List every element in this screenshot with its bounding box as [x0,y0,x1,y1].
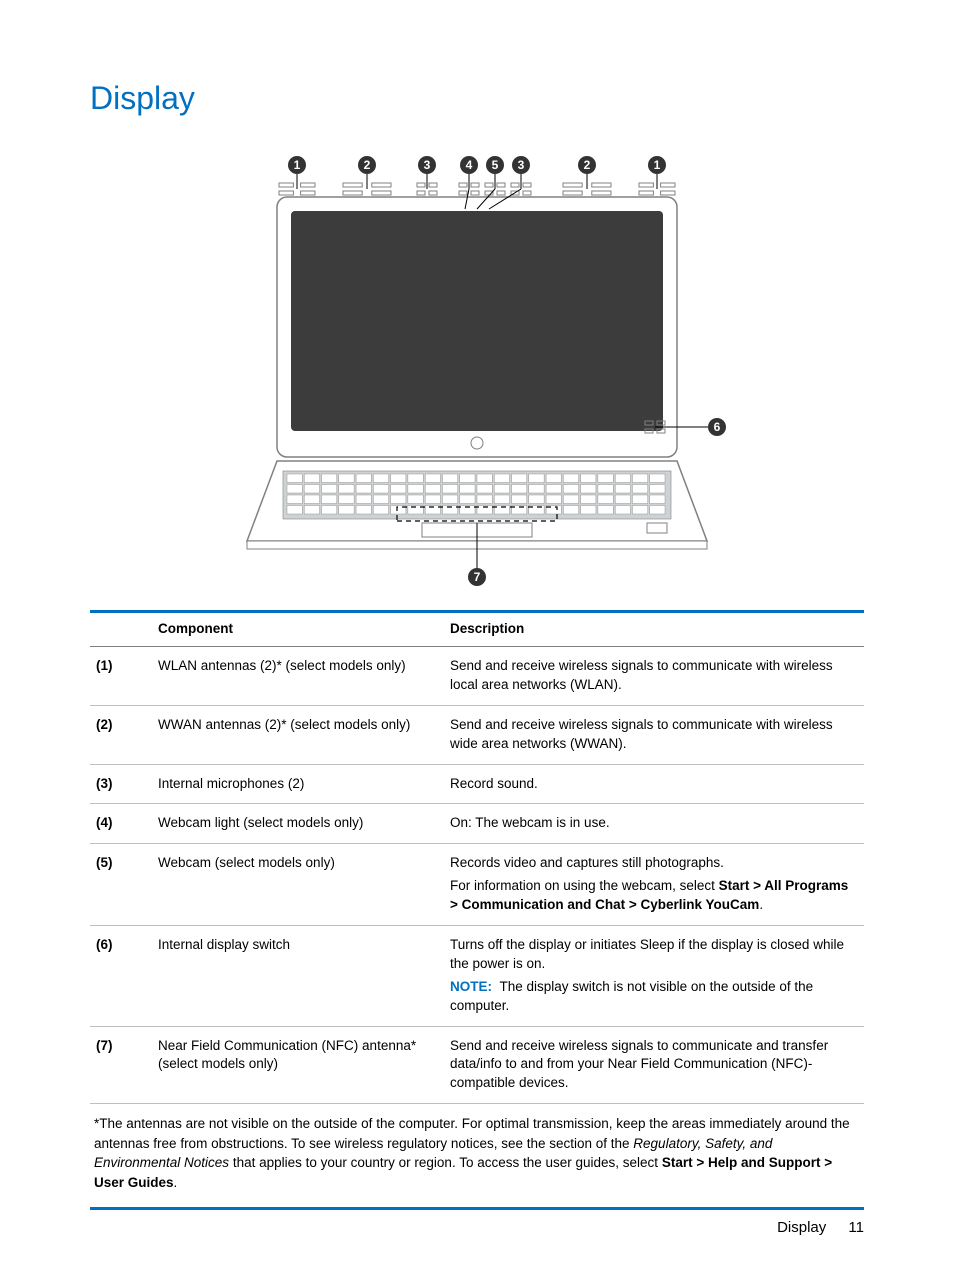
svg-text:4: 4 [466,158,473,172]
table-footnote: *The antennas are not visible on the out… [90,1104,864,1209]
table-row: (6)Internal display switchTurns off the … [90,926,864,976]
row-index [90,976,152,1026]
row-description: Send and receive wireless signals to com… [444,647,864,706]
row-description: Record sound. [444,764,864,804]
row-component: Webcam light (select models only) [152,804,444,844]
row-component: Internal display switch [152,926,444,976]
svg-text:3: 3 [424,158,431,172]
row-component: Webcam (select models only) [152,844,444,875]
svg-text:5: 5 [492,158,499,172]
row-description: Records video and captures still photogr… [444,844,864,875]
components-table: Component Description (1)WLAN antennas (… [90,610,864,1104]
row-component [152,875,444,925]
row-description: On: The webcam is in use. [444,804,864,844]
row-component: WLAN antennas (2)* (select models only) [152,647,444,706]
row-index: (3) [90,764,152,804]
table-row: (2)WWAN antennas (2)* (select models onl… [90,705,864,764]
row-description: For information on using the webcam, sel… [444,875,864,925]
row-index: (7) [90,1026,152,1104]
svg-text:1: 1 [654,158,661,172]
table-row: NOTE: The display switch is not visible … [90,976,864,1026]
row-description: NOTE: The display switch is not visible … [444,976,864,1026]
svg-text:1: 1 [294,158,301,172]
diagram-container: 1 2 3 4 5 3 2 1 6 7 [90,147,864,590]
table-row: (1)WLAN antennas (2)* (select models onl… [90,647,864,706]
row-component: Internal microphones (2) [152,764,444,804]
page-footer: Display 11 [777,1219,864,1236]
col-component: Component [152,612,444,647]
row-description: Send and receive wireless signals to com… [444,1026,864,1104]
row-component [152,976,444,1026]
row-index: (1) [90,647,152,706]
page-heading: Display [90,80,864,117]
svg-text:2: 2 [364,158,371,172]
svg-text:6: 6 [714,420,721,434]
row-index: (2) [90,705,152,764]
svg-text:3: 3 [518,158,525,172]
svg-text:7: 7 [474,570,481,584]
row-index [90,875,152,925]
footer-section: Display [777,1219,826,1236]
laptop-diagram: 1 2 3 4 5 3 2 1 6 7 [217,147,737,587]
table-row: (7)Near Field Communication (NFC) antenn… [90,1026,864,1104]
row-index: (4) [90,804,152,844]
footer-page-number: 11 [848,1219,864,1236]
svg-text:2: 2 [584,158,591,172]
table-row: (3)Internal microphones (2)Record sound. [90,764,864,804]
table-header-row: Component Description [90,612,864,647]
table-row: (4)Webcam light (select models only)On: … [90,804,864,844]
table-row: For information on using the webcam, sel… [90,875,864,925]
row-description: Turns off the display or initiates Sleep… [444,926,864,976]
row-description: Send and receive wireless signals to com… [444,705,864,764]
col-description: Description [444,612,864,647]
row-index: (6) [90,926,152,976]
row-component: Near Field Communication (NFC) antenna* … [152,1026,444,1104]
row-index: (5) [90,844,152,875]
table-row: (5)Webcam (select models only)Records vi… [90,844,864,875]
row-component: WWAN antennas (2)* (select models only) [152,705,444,764]
